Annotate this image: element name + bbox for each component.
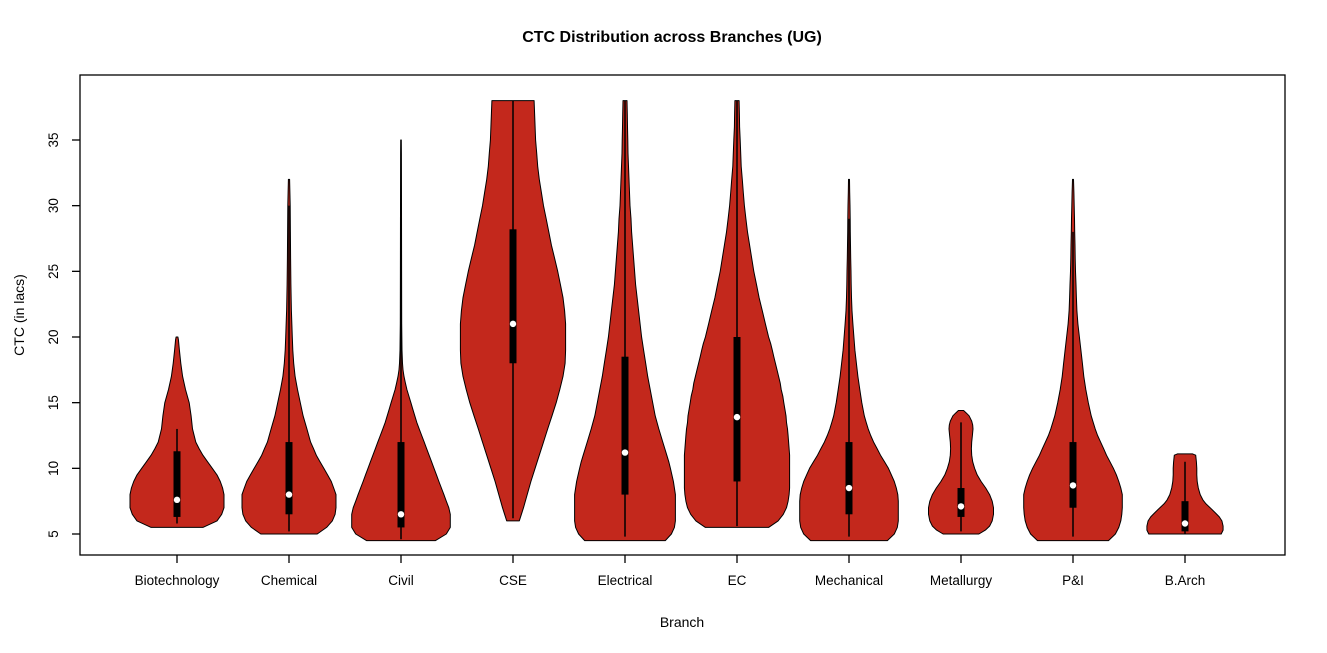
- iqr-box-civil: [397, 442, 405, 528]
- iqr-box-b-arch: [1181, 501, 1189, 532]
- y-tick-label: 25: [46, 264, 61, 279]
- median-dot-chemical: [285, 491, 293, 498]
- x-tick-label: Metallurgy: [930, 573, 993, 588]
- y-tick-label: 35: [46, 132, 61, 147]
- iqr-box-metallurgy: [957, 488, 965, 517]
- median-dot-p-i: [1069, 482, 1077, 489]
- median-dot-b-arch: [1181, 520, 1189, 527]
- x-tick-label: Biotechnology: [135, 573, 220, 588]
- x-tick-label: P&I: [1062, 573, 1084, 588]
- y-tick-label: 30: [46, 198, 61, 213]
- iqr-box-biotechnology: [173, 451, 181, 517]
- iqr-box-cse: [509, 229, 517, 364]
- iqr-box-electrical: [621, 356, 629, 495]
- x-tick-label: B.Arch: [1165, 573, 1206, 588]
- median-dot-ec: [733, 413, 741, 421]
- iqr-box-ec: [733, 337, 741, 482]
- x-axis-label: Branch: [660, 614, 704, 630]
- x-tick-label: CSE: [499, 573, 527, 588]
- iqr-box-mechanical: [845, 442, 853, 515]
- median-dot-metallurgy: [957, 503, 965, 510]
- median-dot-civil: [397, 511, 405, 518]
- iqr-box-chemical: [285, 442, 293, 515]
- x-tick-label: Civil: [388, 573, 414, 588]
- x-tick-label: EC: [728, 573, 747, 588]
- median-dot-biotechnology: [173, 496, 181, 504]
- x-tick-label: Chemical: [261, 573, 317, 588]
- median-dot-cse: [509, 320, 517, 328]
- chart-title: CTC Distribution across Branches (UG): [522, 29, 822, 46]
- y-axis-label: CTC (in lacs): [11, 274, 27, 356]
- median-dot-electrical: [621, 449, 629, 456]
- x-tick-label: Mechanical: [815, 573, 883, 588]
- plot-area: 5 10 15 20 25 30 35 Biotechnology Chemical Civil C…: [46, 74, 1286, 588]
- y-tick-label: 5: [46, 530, 61, 538]
- y-tick-label: 15: [46, 395, 61, 410]
- y-tick-label: 10: [46, 461, 61, 476]
- x-tick-label: Electrical: [598, 573, 653, 588]
- iqr-box-p-i: [1069, 442, 1077, 508]
- median-dot-mechanical: [845, 484, 853, 492]
- y-tick-label: 20: [46, 329, 61, 344]
- plot-border: [79, 74, 1286, 556]
